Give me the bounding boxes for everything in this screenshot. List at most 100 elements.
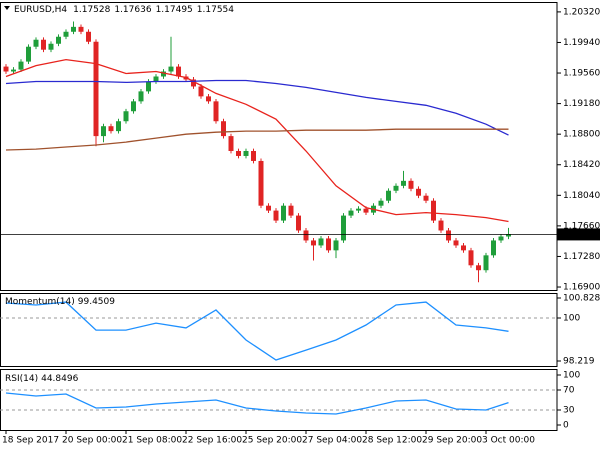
x-tick-label: 25 Sep 20:00 — [242, 436, 302, 446]
candle-body — [251, 150, 256, 161]
candle-body — [311, 240, 316, 246]
momentum-label: Momentum(14) 99.4509 — [5, 297, 115, 307]
candle-body — [468, 250, 474, 266]
y-tick-label: 100 — [563, 314, 580, 324]
y-tick-label: 1.17280 — [563, 252, 600, 262]
candle-body — [483, 255, 489, 271]
x-tick-label: 29 Sep 20:00 — [422, 436, 482, 446]
price-tag-label: 1.17554 — [561, 230, 598, 240]
y-tick-label: 1.19940 — [563, 38, 600, 48]
candle-body — [423, 195, 429, 201]
y-tick-label: 70 — [563, 386, 575, 396]
indicator-line — [5, 58, 509, 223]
candle-body — [131, 101, 136, 112]
x-tick-label: 3 Oct 00:00 — [482, 436, 535, 446]
candle-body — [108, 126, 114, 132]
panel-frame — [0, 293, 558, 367]
y-tick-label: 1.20320 — [563, 7, 600, 17]
candle-body — [176, 66, 181, 77]
y-tick-label: 98.219 — [563, 357, 595, 367]
x-tick-label: 20 Sep 00:00 — [62, 436, 122, 446]
indicator-line — [5, 128, 509, 151]
candle-body — [26, 46, 31, 62]
candle-body — [476, 265, 481, 271]
ohlc-low: 1.17495 — [156, 5, 193, 15]
candle-body — [348, 210, 354, 216]
candle-body — [3, 66, 9, 72]
candle-body — [206, 96, 211, 102]
menu-triangle — [4, 6, 10, 10]
momentum-last: 99.4509 — [78, 297, 115, 307]
indicator-line — [5, 392, 509, 415]
ohlc-close: 1.17554 — [197, 5, 234, 15]
candle-body — [138, 91, 144, 102]
candle-body — [416, 188, 421, 196]
candle-body — [303, 230, 309, 241]
rsi-name: RSI(14) — [5, 374, 38, 384]
candle-body — [63, 31, 69, 37]
candle-body — [221, 121, 226, 137]
candle-body — [296, 215, 301, 231]
candle-body — [326, 238, 331, 251]
candle-body — [333, 240, 339, 251]
candle-body — [123, 111, 129, 122]
candle-body — [273, 210, 279, 221]
panel-frame — [0, 369, 558, 431]
y-tick-label: 1.18420 — [563, 160, 600, 170]
candle-body — [236, 150, 241, 156]
price-tag — [557, 228, 600, 241]
y-tick-label: 1.19180 — [563, 99, 600, 109]
candle-body — [431, 200, 436, 221]
candle-body — [56, 36, 61, 44]
candle-body — [153, 76, 159, 82]
candle-body — [258, 160, 264, 206]
momentum-name: Momentum(14) — [5, 297, 75, 307]
candle-body — [446, 230, 451, 241]
x-tick-label: 18 Sep 2017 — [2, 436, 59, 446]
y-tick-label: 100.8287 — [563, 294, 600, 304]
candle-body — [198, 86, 204, 97]
candle-body — [378, 200, 384, 206]
candle-body — [453, 240, 459, 246]
y-tick-label: 1.18040 — [563, 191, 600, 201]
candle-body — [318, 238, 324, 246]
rsi-last: 44.8496 — [41, 374, 78, 384]
candle-body — [356, 208, 361, 211]
chart-title: EURUSD,H4 — [14, 5, 67, 15]
candle-body — [191, 79, 196, 87]
y-tick-label: 1.16900 — [563, 283, 600, 293]
candle-body — [168, 66, 174, 72]
y-tick-label: 1.19560 — [563, 69, 600, 79]
candle-body — [438, 220, 444, 231]
x-tick-label: 21 Sep 08:00 — [122, 436, 182, 446]
candle-body — [116, 121, 121, 132]
y-tick-label: 1.17660 — [563, 221, 600, 231]
candle-body — [146, 81, 151, 92]
candle-body — [401, 180, 406, 186]
candle-body — [18, 61, 24, 70]
candle-body — [101, 126, 106, 137]
chart-header: EURUSD,H4 1.17528 1.17636 1.17495 1.17554 — [14, 5, 234, 15]
y-tick-label: 100 — [563, 371, 580, 381]
candle-body — [33, 39, 39, 47]
candle-body — [393, 185, 399, 191]
y-tick-label: 0 — [563, 421, 569, 431]
candle-body — [498, 236, 504, 241]
candle-body — [78, 26, 84, 32]
candle-body — [341, 215, 346, 241]
candle-body — [93, 41, 99, 137]
ohlc-high: 1.17636 — [114, 5, 151, 15]
x-tick-label: 28 Sep 12:00 — [362, 436, 422, 446]
candle-body — [363, 208, 369, 213]
indicator-line — [5, 301, 509, 361]
y-tick-label: 30 — [563, 406, 575, 416]
candle-body — [228, 136, 234, 151]
y-tick-label: 1.18800 — [563, 130, 600, 140]
rsi-label: RSI(14) 44.8496 — [5, 374, 79, 384]
candle-body — [48, 43, 54, 50]
candle-body — [506, 234, 511, 237]
candle-body — [461, 245, 466, 251]
candle-body — [243, 150, 249, 156]
candle-body — [266, 205, 271, 211]
